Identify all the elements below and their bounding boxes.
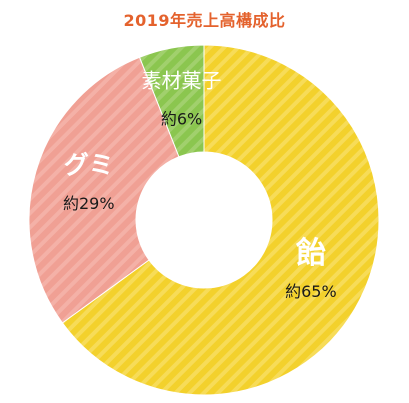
value-label-ingredient-snacks: 約6% [161,110,202,129]
donut-hole [136,152,272,288]
chart-title: 2019年売上高構成比 [123,11,286,30]
slice-label-ingredient-snacks: 素材菓子 [142,69,222,93]
donut-slices [28,44,380,396]
value-label-gummies: 約29% [63,194,115,213]
slice-label-gummies: グミ [64,151,114,180]
slice-label-candy: 飴 [296,236,326,271]
value-label-candy: 約65% [285,282,337,301]
